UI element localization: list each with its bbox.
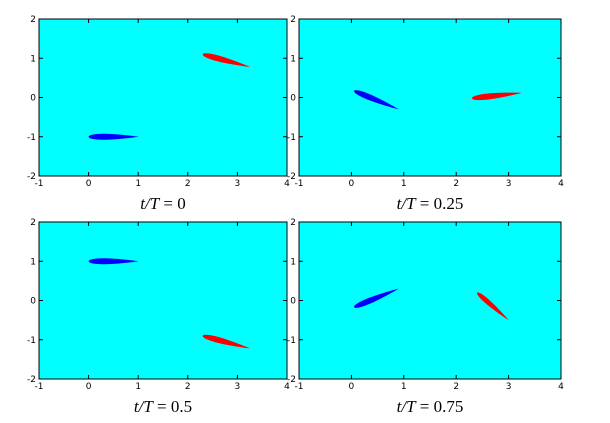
- lower-foil: [353, 288, 399, 308]
- upper-foil: [476, 292, 509, 321]
- x-tick-label: 1: [135, 179, 141, 189]
- y-tick-label: -2: [27, 172, 36, 182]
- y-tick-label: 2: [30, 218, 36, 228]
- x-tick-label: 2: [185, 179, 191, 189]
- x-tick-label: 4: [284, 179, 290, 189]
- caption-value: = 0: [159, 194, 186, 213]
- upper-foil: [471, 92, 522, 101]
- y-tick-label: -2: [287, 375, 296, 385]
- x-tick-label: -1: [295, 179, 304, 189]
- y-tick-label: 2: [30, 15, 36, 25]
- y-tick-label: -2: [287, 172, 296, 182]
- x-tick-label: 4: [558, 382, 564, 392]
- x-tick-label: 2: [453, 179, 459, 189]
- panel-caption: t/T = 0.75: [397, 397, 464, 416]
- x-tick-label: 0: [86, 382, 92, 392]
- lower-foil: [353, 90, 399, 110]
- x-tick-label: 4: [284, 382, 290, 392]
- x-tick-label: 3: [235, 179, 241, 189]
- lower-foil: [88, 258, 139, 265]
- y-tick-label: 1: [290, 257, 296, 267]
- x-tick-label: 0: [86, 179, 92, 189]
- upper-foil: [202, 53, 250, 67]
- x-tick-label: 3: [506, 382, 512, 392]
- plot-area: [39, 222, 287, 379]
- caption-variable: t/T: [397, 397, 417, 416]
- y-tick-label: 2: [290, 15, 296, 25]
- panel-caption: t/T = 0.5: [134, 397, 192, 416]
- x-tick-label: 4: [558, 179, 564, 189]
- upper-foil: [202, 334, 250, 349]
- x-tick-label: 1: [401, 382, 407, 392]
- y-tick-label: 0: [290, 297, 296, 307]
- x-tick-label: 2: [185, 382, 191, 392]
- caption-variable: t/T: [397, 194, 417, 213]
- plot-area: [39, 19, 287, 176]
- y-tick-label: 0: [30, 94, 36, 104]
- x-tick-label: -1: [295, 382, 304, 392]
- panel-caption: t/T = 0: [140, 194, 186, 213]
- caption-value: = 0.5: [153, 397, 192, 416]
- x-tick-label: 3: [506, 179, 512, 189]
- caption-variable: t/T: [140, 194, 160, 213]
- y-tick-label: -1: [287, 336, 296, 346]
- x-tick-label: -1: [35, 179, 44, 189]
- y-tick-label: 0: [290, 94, 296, 104]
- y-tick-label: 1: [290, 54, 296, 64]
- y-tick-label: -2: [27, 375, 36, 385]
- y-tick-label: 2: [290, 218, 296, 228]
- x-tick-label: 3: [235, 382, 241, 392]
- x-tick-label: -1: [35, 382, 44, 392]
- caption-variable: t/T: [134, 397, 154, 416]
- y-tick-label: 0: [30, 297, 36, 307]
- caption-value: = 0.25: [416, 194, 464, 213]
- x-tick-label: 1: [401, 179, 407, 189]
- y-tick-label: -1: [27, 133, 36, 143]
- plot-area: [299, 222, 561, 379]
- caption-value: = 0.75: [416, 397, 464, 416]
- lower-foil: [88, 133, 139, 140]
- y-tick-label: 1: [30, 257, 36, 267]
- plot-area: [299, 19, 561, 176]
- x-tick-label: 0: [349, 179, 355, 189]
- y-tick-label: -1: [287, 133, 296, 143]
- y-tick-label: 1: [30, 54, 36, 64]
- x-tick-label: 2: [453, 382, 459, 392]
- x-tick-label: 1: [135, 382, 141, 392]
- panel-caption: t/T = 0.25: [397, 194, 464, 213]
- y-tick-label: -1: [27, 336, 36, 346]
- x-tick-label: 0: [349, 382, 355, 392]
